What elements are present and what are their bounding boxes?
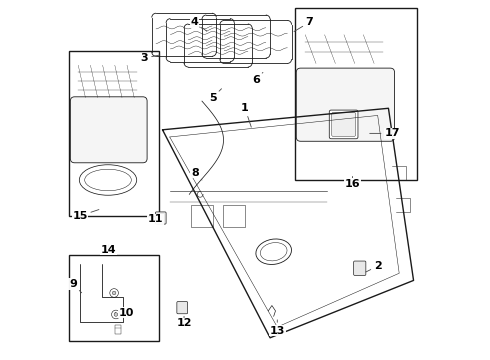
Circle shape [110, 289, 119, 297]
Text: 5: 5 [209, 89, 221, 103]
FancyBboxPatch shape [71, 97, 147, 163]
Text: 6: 6 [252, 72, 263, 85]
FancyBboxPatch shape [354, 261, 366, 275]
Text: 13: 13 [270, 320, 285, 336]
Circle shape [112, 291, 116, 295]
Text: 17: 17 [369, 129, 400, 138]
Text: 12: 12 [176, 316, 192, 328]
Bar [69, 51, 159, 216]
Bar [295, 8, 417, 180]
FancyBboxPatch shape [177, 302, 188, 314]
Circle shape [112, 310, 120, 319]
Bar [115, 325, 121, 334]
Text: 4: 4 [191, 17, 207, 31]
Text: 11: 11 [147, 215, 163, 224]
FancyBboxPatch shape [332, 113, 355, 136]
Ellipse shape [79, 165, 137, 195]
Bar [191, 205, 213, 226]
Text: 9: 9 [69, 279, 82, 293]
FancyBboxPatch shape [296, 68, 394, 141]
Text: 7: 7 [294, 17, 314, 32]
Text: 3: 3 [141, 53, 160, 63]
Bar [223, 205, 245, 226]
Circle shape [114, 313, 118, 316]
Text: 2: 2 [366, 261, 382, 272]
Bar [69, 255, 159, 341]
Text: 8: 8 [191, 168, 202, 180]
Ellipse shape [256, 239, 292, 265]
FancyBboxPatch shape [155, 212, 166, 224]
Text: 15: 15 [73, 210, 99, 221]
Text: 10: 10 [115, 308, 134, 318]
Ellipse shape [260, 243, 287, 261]
Text: 16: 16 [345, 176, 361, 189]
Ellipse shape [85, 169, 131, 191]
Text: 1: 1 [241, 103, 251, 127]
Text: 14: 14 [101, 244, 117, 255]
FancyBboxPatch shape [329, 110, 358, 139]
